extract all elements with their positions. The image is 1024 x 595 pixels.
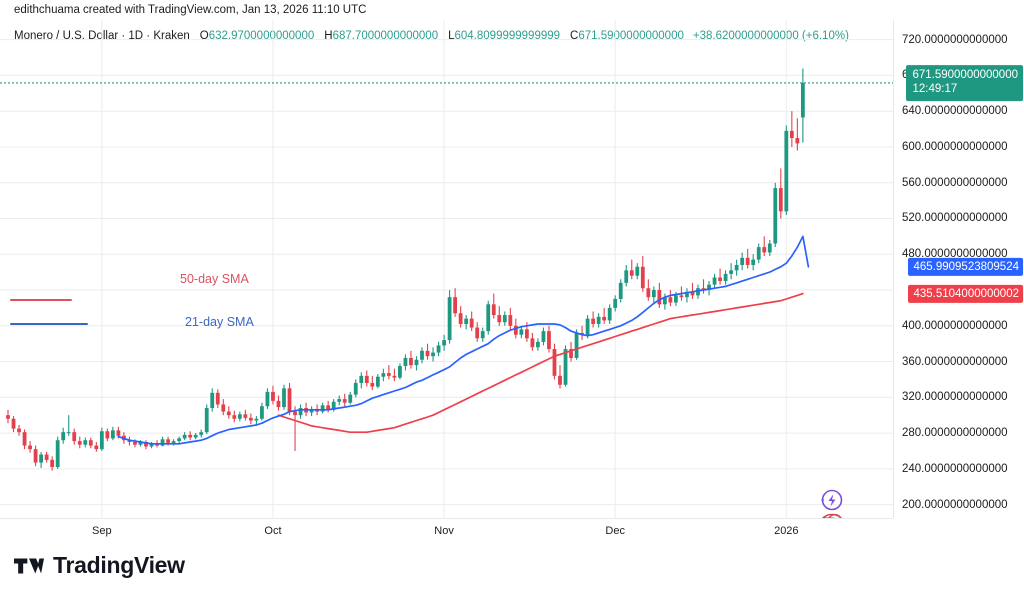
time-tick-label: Oct xyxy=(264,525,282,537)
price-tick-label: 240.0000000000000 xyxy=(902,462,1008,475)
tradingview-footer: TradingView xyxy=(14,552,185,579)
time-tick-label: Dec xyxy=(605,525,625,537)
price-tick-label: 480.0000000000000 xyxy=(902,248,1008,261)
last-price-badge: 671.5900000000000 12:49:17 xyxy=(906,65,1023,101)
sma50-price-badge: 435.5104000000002 xyxy=(908,284,1023,304)
ohlc-high-key: H xyxy=(324,30,333,42)
time-tick-label: 2026 xyxy=(774,525,799,537)
chart-legend: Monero / U.S. Dollar · 1D · Kraken O632.… xyxy=(14,30,849,42)
usa-flag-icon xyxy=(822,513,842,518)
badge-icons-group xyxy=(821,489,843,518)
ohlc-low: L604.8099999999999 xyxy=(448,30,560,42)
price-tick-label: 720.0000000000000 xyxy=(902,33,1008,46)
time-tick-label: Sep xyxy=(92,525,112,537)
price-tick-label: 560.0000000000000 xyxy=(902,176,1008,189)
ohlc-open-value: 632.9700000000000 xyxy=(208,30,315,42)
ohlc-high: H687.7000000000000 xyxy=(324,30,438,42)
price-tick-label: 520.0000000000000 xyxy=(902,212,1008,225)
tradingview-logo-icon xyxy=(14,558,44,573)
attribution-text: edithchuama created with TradingView.com… xyxy=(14,4,367,16)
ohlc-open-key: O xyxy=(199,30,209,42)
sma21-price-badge: 465.9909523809524 xyxy=(908,257,1023,276)
chart-badges[interactable] xyxy=(812,488,848,518)
price-tick-label: 400.0000000000000 xyxy=(902,319,1008,332)
chart-plot-area[interactable]: 50-day SMA 21-day SMA xyxy=(0,20,893,518)
ohlc-low-key: L xyxy=(448,30,455,42)
tradingview-brand: TradingView xyxy=(53,552,185,578)
sma50-legend-label: 50-day SMA xyxy=(180,272,249,286)
price-tick-label: 640.0000000000000 xyxy=(902,105,1008,118)
ohlc-close-key: C xyxy=(570,30,579,42)
sma50-price-badge-value: 435.5104000000002 xyxy=(913,287,1019,300)
price-tick-label: 320.0000000000000 xyxy=(902,391,1008,404)
sma21-price-badge-value: 465.9909523809524 xyxy=(913,260,1019,273)
ohlc-open: O632.9700000000000 xyxy=(200,30,314,42)
time-tick-label: Nov xyxy=(434,525,454,537)
ohlc-low-value: 604.8099999999999 xyxy=(454,30,561,42)
candlestick-canvas xyxy=(0,20,893,518)
lightning-bolt-icon xyxy=(821,489,843,511)
last-price-badge-countdown: 12:49:17 xyxy=(912,83,958,96)
sma21-legend-swatch xyxy=(10,323,88,325)
last-price-badge-value: 671.5900000000000 xyxy=(912,69,1018,82)
time-axis[interactable]: Sep Oct Nov Dec 2026 xyxy=(0,518,893,545)
ohlc-high-value: 687.7000000000000 xyxy=(332,30,439,42)
price-tick-label: 360.0000000000000 xyxy=(902,355,1008,368)
ohlc-change: +38.6200000000000 (+6.10%) xyxy=(692,30,849,42)
ohlc-close: C671.5900000000000 xyxy=(570,30,684,42)
price-tick-label: 200.0000000000000 xyxy=(902,498,1008,511)
ohlc-close-value: 671.5900000000000 xyxy=(578,30,684,42)
price-tick-label: 600.0000000000000 xyxy=(902,140,1008,153)
sma21-legend-label: 21-day SMA xyxy=(185,315,254,329)
price-tick-label: 280.0000000000000 xyxy=(902,427,1008,440)
price-axis[interactable]: 720.0000000000000680.0000000000000640.00… xyxy=(893,20,1024,518)
sma50-legend-swatch xyxy=(10,299,72,301)
